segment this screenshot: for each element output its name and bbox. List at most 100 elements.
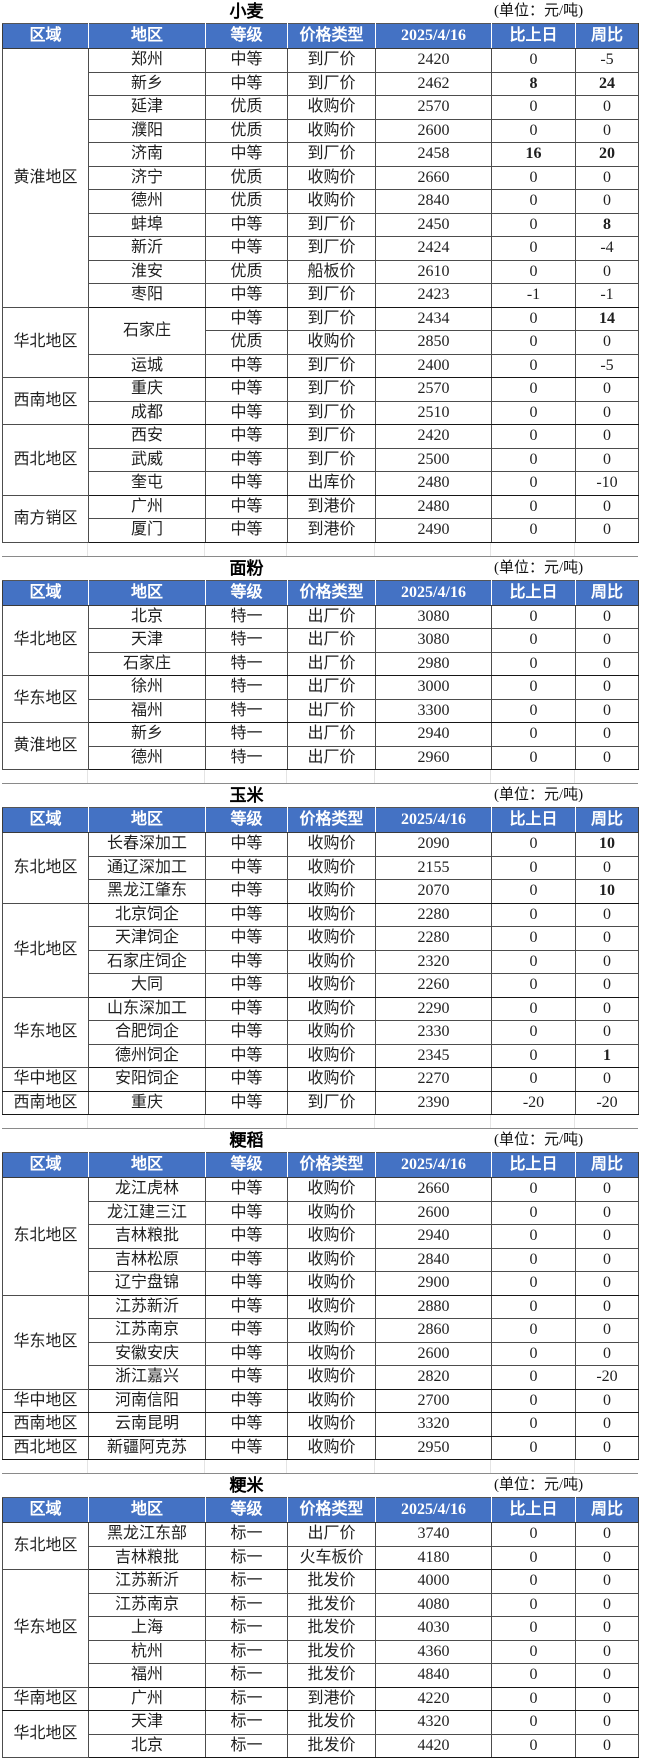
city-cell: 淮安 bbox=[88, 259, 206, 284]
city-cell: 郑州 bbox=[88, 48, 206, 73]
price-type-cell: 收购价 bbox=[287, 926, 376, 951]
table-row: 枣阳 中等 到厂价 2423 -1 -1 bbox=[3, 283, 639, 308]
table-row: 奎屯 中等 出库价 2480 0 -10 bbox=[3, 471, 639, 496]
grade-cell: 中等 bbox=[205, 832, 288, 857]
region-cell: 黄淮地区 bbox=[2, 722, 89, 770]
week-change-cell: 0 bbox=[575, 1686, 639, 1711]
table-row: 西南地区 重庆 中等 到厂价 2390 -20 -20 bbox=[2, 1090, 639, 1115]
gridline-stub bbox=[2, 770, 88, 783]
city-cell: 天津饲企 bbox=[88, 926, 206, 951]
week-change-cell: 0 bbox=[575, 400, 639, 425]
day-change-cell: 0 bbox=[491, 330, 576, 355]
table-title: 小麦 bbox=[229, 2, 264, 21]
table-row: 南方销区 广州 中等 到港价 2480 0 0 bbox=[2, 494, 639, 543]
price-cell: 4220 bbox=[375, 1686, 492, 1711]
city-cell: 合肥饲企 bbox=[88, 1020, 206, 1045]
table-row: 安徽安庆 中等 收购价 2600 0 0 bbox=[3, 1341, 639, 1366]
col-header-city: 地区 bbox=[88, 1152, 206, 1178]
city-cell: 运城 bbox=[88, 353, 206, 378]
price-type-cell: 收购价 bbox=[287, 996, 376, 1021]
table-row: 黑龙江肇东 中等 收购价 2070 0 10 bbox=[3, 879, 639, 904]
week-change-cell: 0 bbox=[575, 1271, 639, 1296]
city-cell: 辽宁盘锦 bbox=[88, 1271, 206, 1296]
gridline-stub bbox=[88, 770, 205, 783]
day-change-cell: 0 bbox=[491, 996, 576, 1021]
city-cell: 延津 bbox=[88, 95, 206, 120]
price-cell: 2420 bbox=[375, 424, 492, 449]
grade-cell: 中等 bbox=[205, 1435, 288, 1460]
day-change-cell: 0 bbox=[491, 494, 576, 519]
col-header-date-price: 2025/4/16 bbox=[375, 1152, 492, 1178]
price-cell: 3080 bbox=[375, 604, 492, 629]
week-change-cell: 0 bbox=[575, 1522, 639, 1547]
price-cell: 3740 bbox=[375, 1522, 492, 1547]
price-type-cell: 收购价 bbox=[287, 1435, 376, 1460]
price-type-cell: 收购价 bbox=[287, 949, 376, 974]
table-title-row: 玉米 (单位：元/吨) bbox=[2, 783, 638, 807]
price-table-block-paddy-rice: 粳稻 (单位：元/吨) 区域 地区 等级 价格类型 2025/4/16 比上日 周比 东北地区 龙江… bbox=[2, 1128, 639, 1460]
day-change-cell: 0 bbox=[491, 518, 576, 543]
col-header-day-change: 比上日 bbox=[491, 1497, 576, 1523]
grade-cell: 中等 bbox=[205, 902, 288, 927]
grade-cell: 中等 bbox=[205, 48, 288, 73]
day-change-cell: 0 bbox=[491, 400, 576, 425]
grade-cell: 中等 bbox=[205, 142, 288, 167]
table-row: 蚌埠 中等 到厂价 2450 0 8 bbox=[3, 212, 639, 237]
day-change-cell: 0 bbox=[491, 879, 576, 904]
grade-cell: 优质 bbox=[205, 165, 288, 190]
city-cell: 长春深加工 bbox=[88, 832, 206, 857]
price-cell: 2320 bbox=[375, 949, 492, 974]
col-header-price-type: 价格类型 bbox=[287, 1497, 376, 1523]
week-change-cell: 0 bbox=[575, 1247, 639, 1272]
table-row: 济南 中等 到厂价 2458 16 20 bbox=[3, 142, 639, 167]
week-change-cell: 10 bbox=[575, 879, 639, 904]
region-cell: 东北地区 bbox=[2, 1177, 89, 1296]
grade-cell: 中等 bbox=[205, 1090, 288, 1115]
city-cell: 大同 bbox=[88, 973, 206, 998]
region-cell: 东北地区 bbox=[2, 1522, 89, 1570]
col-header-grade: 等级 bbox=[205, 1497, 288, 1523]
grade-cell: 中等 bbox=[205, 1043, 288, 1068]
price-type-cell: 出厂价 bbox=[287, 745, 376, 770]
city-cell: 龙江建三江 bbox=[88, 1200, 206, 1225]
col-header-price-type: 价格类型 bbox=[287, 579, 376, 606]
gridline-stub bbox=[375, 542, 491, 556]
city-cell: 德州 bbox=[88, 745, 206, 770]
price-cell: 4030 bbox=[375, 1616, 492, 1641]
price-type-cell: 到厂价 bbox=[287, 424, 376, 449]
city-cell: 山东深加工 bbox=[88, 996, 206, 1021]
day-change-cell: 8 bbox=[491, 71, 576, 96]
price-type-cell: 到厂价 bbox=[287, 377, 376, 402]
region-cell: 西南地区 bbox=[2, 377, 89, 425]
day-change-cell: 0 bbox=[491, 675, 576, 700]
price-table-block-flour: 面粉 (单位：元/吨) 区域 地区 等级 价格类型 2025/4/16 比上日 周比 华北地区 北京… bbox=[2, 555, 639, 770]
price-cell: 2290 bbox=[375, 996, 492, 1021]
price-cell: 2900 bbox=[375, 1271, 492, 1296]
gridline-stub bbox=[575, 770, 638, 783]
gridline-stub bbox=[491, 542, 575, 556]
table-title: 粳米 bbox=[229, 1476, 264, 1495]
price-table-block-corn: 玉米 (单位：元/吨) 区域 地区 等级 价格类型 2025/4/16 比上日 周比 东北地区 长春… bbox=[2, 783, 639, 1115]
grade-cell: 标一 bbox=[205, 1545, 288, 1570]
gridline-stub bbox=[2, 1460, 88, 1473]
day-change-cell: 0 bbox=[491, 926, 576, 951]
grade-cell: 中等 bbox=[205, 1020, 288, 1045]
price-type-cell: 出厂价 bbox=[287, 675, 376, 700]
price-cell: 2570 bbox=[375, 95, 492, 120]
grade-cell: 中等 bbox=[205, 996, 288, 1021]
table-title-row: 小麦 (单位：元/吨) bbox=[2, 0, 638, 23]
grade-cell: 优质 bbox=[205, 95, 288, 120]
city-cell: 奎屯 bbox=[88, 471, 206, 496]
city-cell: 广州 bbox=[88, 1686, 206, 1711]
week-change-cell: 24 bbox=[575, 71, 639, 96]
price-cell: 2490 bbox=[375, 518, 492, 543]
grade-cell: 中等 bbox=[205, 1412, 288, 1437]
price-cell: 2500 bbox=[375, 447, 492, 472]
table-title: 玉米 bbox=[229, 786, 264, 805]
gridline-stub bbox=[491, 1115, 575, 1128]
grade-cell: 中等 bbox=[205, 1388, 288, 1413]
day-change-cell: 0 bbox=[491, 1616, 576, 1641]
city-cell: 黑龙江东部 bbox=[88, 1522, 206, 1547]
gridline-stub bbox=[575, 1115, 638, 1128]
